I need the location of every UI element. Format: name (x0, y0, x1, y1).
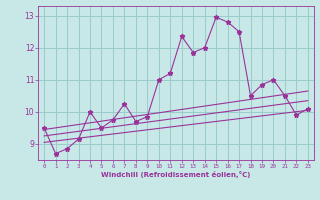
X-axis label: Windchill (Refroidissement éolien,°C): Windchill (Refroidissement éolien,°C) (101, 171, 251, 178)
